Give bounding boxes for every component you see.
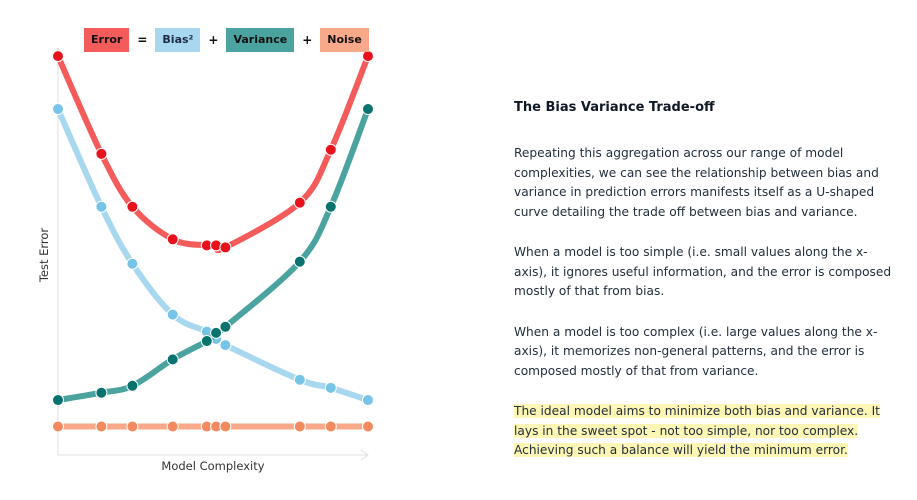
- point-variance-3: [166, 353, 179, 366]
- legend-equals: =: [137, 33, 148, 47]
- point-variance-6: [219, 320, 232, 333]
- paragraph-too-simple: When a model is too simple (i.e. small v…: [514, 245, 892, 298]
- point-bias-2: [126, 257, 139, 270]
- paragraph-ideal-model: The ideal model aims to minimize both bi…: [514, 402, 896, 461]
- series-noise: [52, 420, 374, 433]
- y-axis-label: Test Error: [37, 228, 51, 284]
- highlighted-text: The ideal model aims to minimize both bi…: [514, 404, 880, 457]
- point-variance-1: [95, 386, 108, 399]
- point-error-8: [324, 143, 337, 156]
- point-variance-9: [362, 103, 374, 116]
- point-error-3: [166, 233, 179, 246]
- legend-bias: Bias²: [155, 28, 201, 52]
- point-noise-3: [166, 420, 179, 433]
- point-error-2: [126, 200, 139, 213]
- paragraph-aggregation: Repeating this aggregation across our ra…: [514, 146, 879, 219]
- explanation-panel: The Bias Variance Trade-off Repeating th…: [514, 100, 896, 482]
- series-variance: [52, 103, 374, 407]
- point-error-9: [362, 50, 374, 63]
- point-error-6: [219, 241, 232, 254]
- point-bias-0: [52, 103, 64, 116]
- point-bias-7: [293, 373, 306, 386]
- series-error: [52, 50, 374, 254]
- legend-error: Error: [84, 28, 130, 52]
- point-variance-4: [200, 335, 213, 348]
- point-noise-1: [95, 420, 108, 433]
- bias-variance-chart: Test Error Model Complexity: [37, 47, 374, 473]
- legend-noise: Noise: [320, 28, 369, 52]
- point-noise-6: [219, 420, 232, 433]
- series-layer: [52, 50, 374, 433]
- point-bias-9: [362, 394, 374, 407]
- panel-title: The Bias Variance Trade-off: [514, 100, 715, 115]
- point-noise-8: [324, 420, 337, 433]
- legend: Error = Bias² + Variance + Noise: [84, 28, 369, 52]
- point-error-7: [293, 196, 306, 209]
- point-variance-8: [324, 200, 337, 213]
- point-noise-0: [52, 420, 64, 433]
- paragraph-too-complex: When a model is too complex (i.e. large …: [514, 324, 878, 378]
- point-noise-9: [362, 420, 374, 433]
- point-bias-1: [95, 200, 108, 213]
- point-bias-3: [166, 308, 179, 321]
- point-noise-7: [293, 420, 306, 433]
- x-axis-arrow: [360, 449, 369, 461]
- point-error-0: [52, 50, 64, 63]
- legend-plus-1: +: [208, 33, 219, 47]
- point-bias-6: [219, 339, 232, 352]
- point-variance-2: [126, 379, 139, 392]
- x-axis-label: Model Complexity: [161, 459, 264, 473]
- point-variance-7: [293, 255, 306, 268]
- point-error-1: [95, 147, 108, 160]
- point-noise-2: [126, 420, 139, 433]
- point-variance-5: [210, 326, 223, 339]
- point-variance-0: [52, 394, 64, 407]
- legend-variance: Variance: [226, 28, 295, 52]
- legend-plus-2: +: [302, 33, 313, 47]
- point-bias-8: [324, 381, 337, 394]
